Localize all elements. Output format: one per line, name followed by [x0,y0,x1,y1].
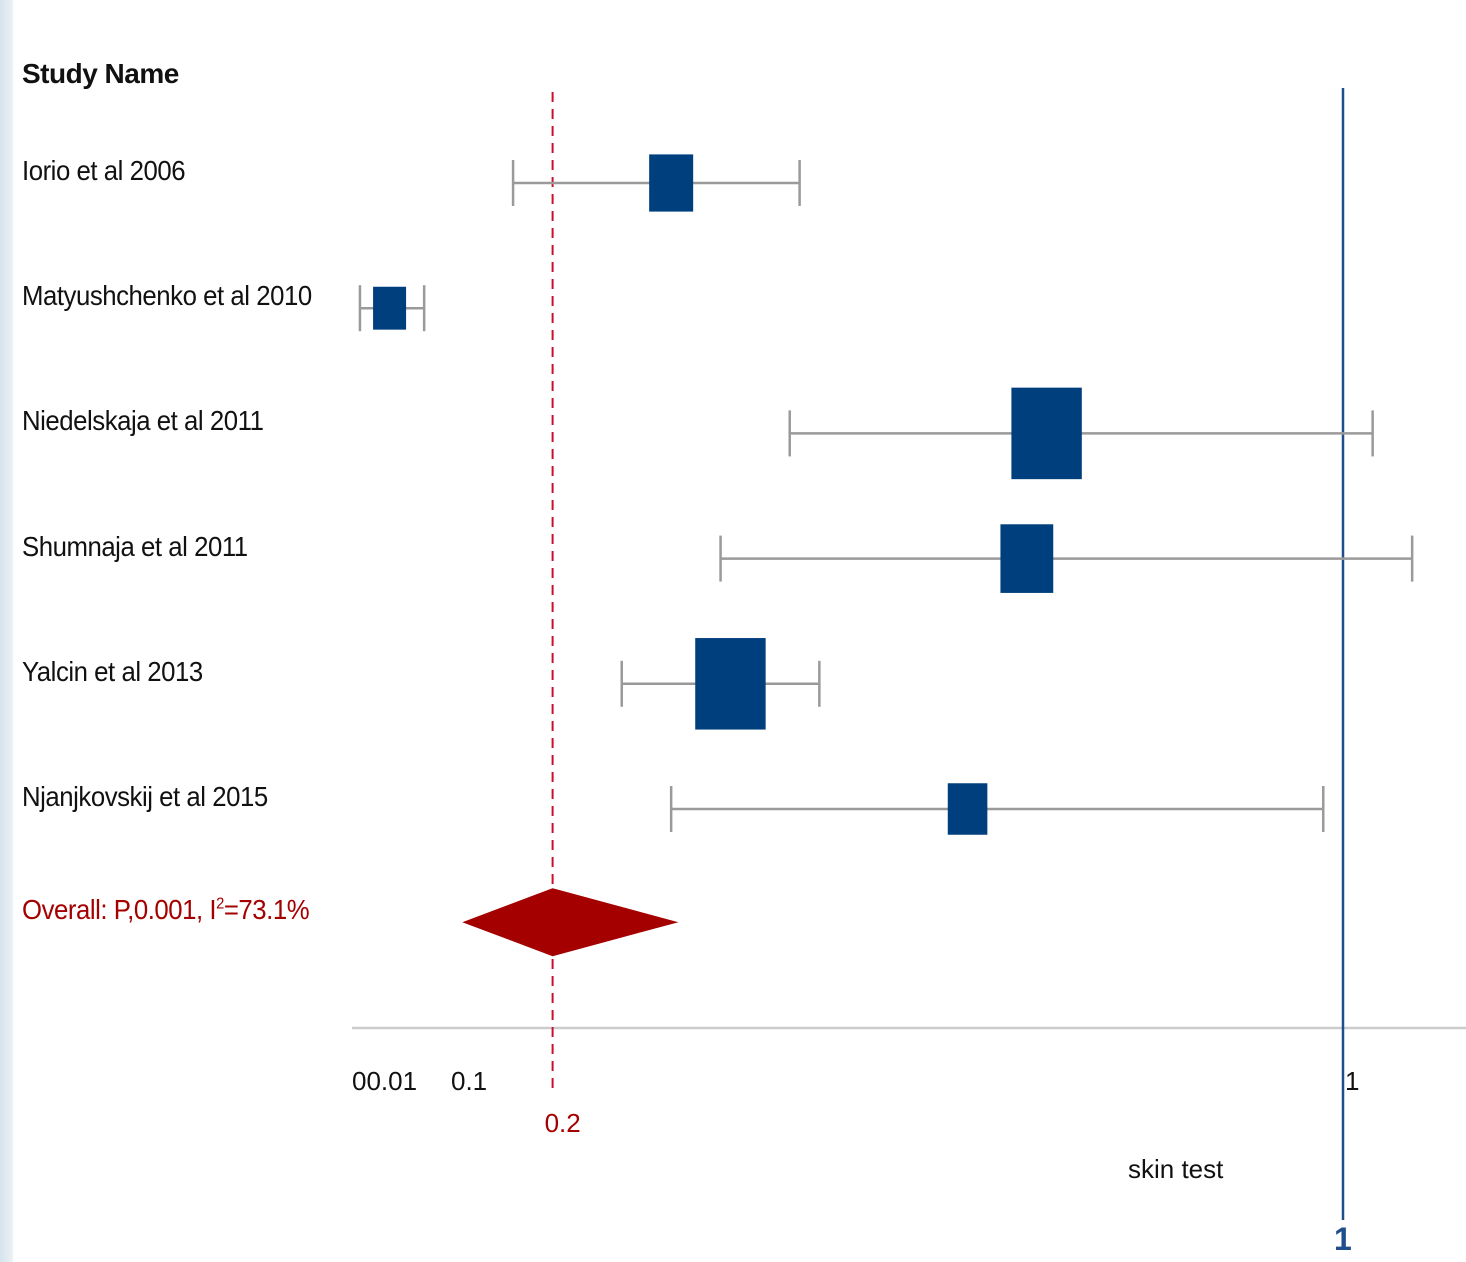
reference-label: 0.2 [545,1108,581,1138]
overall-label-prefix: Overall: P,0.001, I [22,894,217,926]
x-axis-label: skin test [1128,1154,1224,1184]
study-label: Iorio et al 2006 [22,155,186,186]
study-label: Shumnaja et al 2011 [22,530,248,562]
study-label: Niedelskaja et al 2011 [22,405,264,437]
null-line-label: 1 [1334,1221,1352,1257]
effect-box [947,783,988,835]
overall-label-suffix: =73.1% [223,894,310,926]
study-label: Yalcin et al 2013 [22,655,203,687]
study-name-header: Study Name [22,58,179,89]
effect-box [1011,387,1082,480]
effect-box [649,154,694,212]
overall-label-sup: 2 [216,895,224,913]
effect-box [695,638,766,730]
tick-label: 1 [1345,1066,1359,1096]
study-label: Njanjkovskij et al 2015 [22,781,268,812]
overall-label: Overall: P,0.001, I2=73.1% [22,894,310,926]
effect-box [1000,524,1054,593]
tick-label: 0.1 [451,1066,487,1096]
study-label: Matyushchenko et al 2010 [22,280,312,312]
plot-area [14,0,1466,1262]
overall-diamond [462,888,679,957]
tick-label: 00.01 [352,1066,417,1096]
effect-box [373,286,407,330]
